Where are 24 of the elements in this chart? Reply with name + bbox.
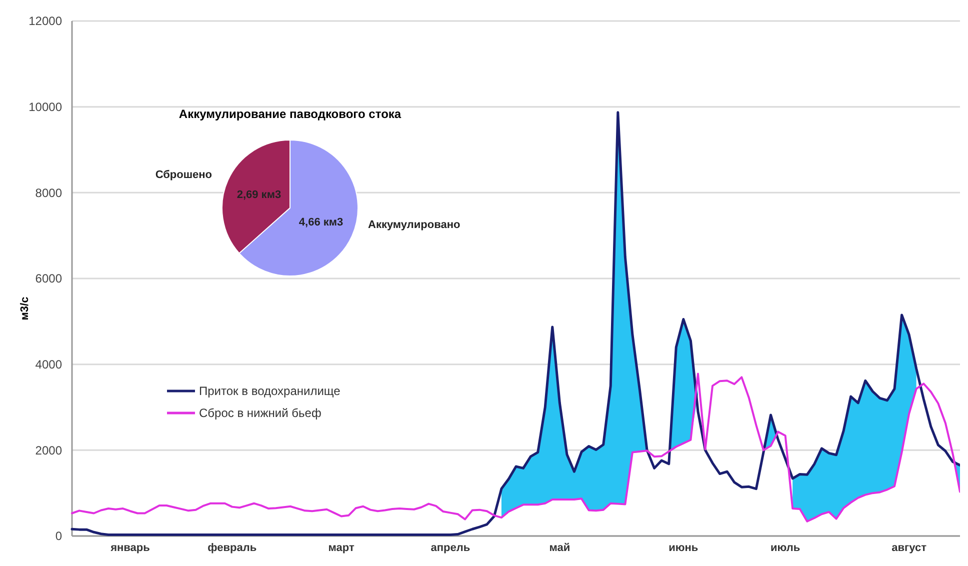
x-tick-label: август — [892, 542, 928, 554]
y-tick-label: 8000 — [35, 186, 62, 200]
legend-label: Приток в водохранилище — [199, 384, 341, 398]
data-label: 2,69 км3 — [236, 188, 282, 201]
y-tick-label: 2000 — [35, 443, 62, 458]
slice-label: Аккумулировано — [368, 219, 460, 231]
y-axis-title: м3/с — [19, 296, 31, 320]
y-tick-label: 4000 — [35, 358, 62, 372]
x-tick-label: июнь — [668, 542, 698, 554]
x-tick-label: февраль — [208, 542, 257, 554]
x-tick-label: январь — [110, 542, 150, 554]
line-series — [71, 372, 960, 522]
y-tick-label: 12000 — [28, 14, 62, 28]
y-tick-label: 0 — [55, 529, 62, 544]
y-tick-label: 6000 — [35, 272, 62, 286]
y-tick-label: 10000 — [28, 100, 62, 114]
x-tick-label: апрель — [430, 542, 470, 554]
slice-label: Сброшено — [155, 169, 212, 181]
legend-label: Сброс в нижний бьеф — [199, 406, 322, 420]
x-tick-label: март — [328, 542, 355, 554]
data-label: 4,66 км3 — [298, 216, 344, 229]
chart-title: Аккумулирование паводкового стока — [178, 107, 402, 121]
x-tick-label: май — [549, 542, 570, 554]
x-tick-label: июль — [770, 542, 800, 554]
